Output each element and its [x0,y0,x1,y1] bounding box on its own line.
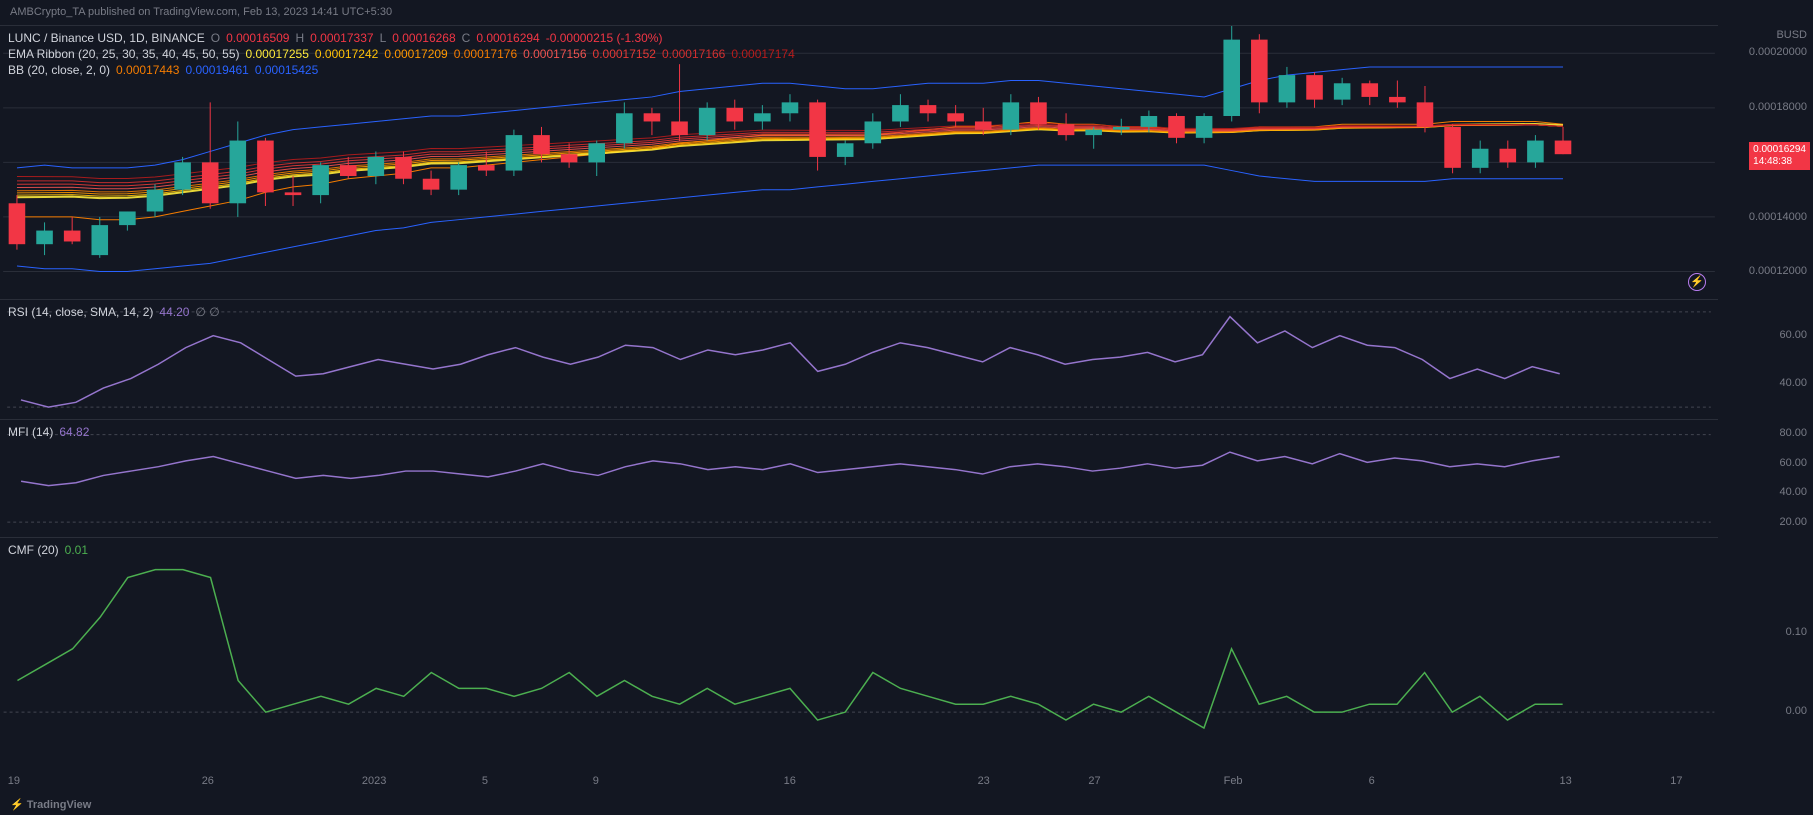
y-label: 60.00 [1779,329,1807,341]
y-label: 40.00 [1779,486,1807,498]
chart-area[interactable]: LUNC / Binance USD, 1D, BINANCEO0.000165… [0,25,1718,775]
price-pane[interactable]: LUNC / Binance USD, 1D, BINANCEO0.000165… [0,25,1718,299]
mfi-legend: MFI (14)64.82 [8,424,89,440]
cmf-chart[interactable] [0,538,1718,776]
y-label: 20.00 [1779,516,1807,528]
x-label: 27 [1088,775,1100,787]
x-label: 6 [1369,775,1375,787]
x-label: 17 [1670,775,1682,787]
y-label: 0.00012000 [1749,265,1807,277]
x-label: 2023 [362,775,386,787]
cmf-legend: CMF (20)0.01 [8,542,88,558]
x-label: 5 [482,775,488,787]
y-label: 60.00 [1779,457,1807,469]
publish-header: AMBCrypto_TA published on TradingView.co… [0,0,1813,24]
x-label: 9 [593,775,599,787]
y-label: 0.00014000 [1749,211,1807,223]
x-label: Feb [1224,775,1243,787]
flash-icon[interactable]: ⚡ [1688,273,1706,291]
x-label: 19 [8,775,20,787]
y-label: 0.10 [1786,626,1807,638]
y-label: 0.00020000 [1749,46,1807,58]
x-label: 23 [978,775,990,787]
mfi-pane[interactable]: MFI (14)64.82 [0,419,1718,537]
cmf-pane[interactable]: CMF (20)0.01 [0,537,1718,776]
last-price-tag: 0.0001629414:48:38 [1749,142,1810,170]
quote-currency: BUSD [1776,29,1807,41]
rsi-legend: RSI (14, close, SMA, 14, 2)44.20∅ ∅ [8,304,220,320]
tradingview-logo[interactable]: ⚡ TradingView [10,798,91,811]
y-axis[interactable]: BUSD 0.000120000.000140000.000160000.000… [1718,25,1813,775]
mfi-chart[interactable] [0,420,1718,537]
x-axis[interactable]: 19 26 2023 5 9 16 23 27 Feb 6 13 17 [0,775,1718,795]
y-label: 0.00018000 [1749,101,1807,113]
rsi-chart[interactable] [0,300,1718,419]
y-label: 40.00 [1779,377,1807,389]
x-label: 16 [784,775,796,787]
y-label: 0.00 [1786,705,1807,717]
x-label: 26 [202,775,214,787]
rsi-pane[interactable]: RSI (14, close, SMA, 14, 2)44.20∅ ∅ [0,299,1718,419]
price-legend: LUNC / Binance USD, 1D, BINANCEO0.000165… [8,30,795,78]
logo-icon: ⚡ [10,799,24,811]
x-label: 13 [1559,775,1571,787]
y-label: 80.00 [1779,427,1807,439]
